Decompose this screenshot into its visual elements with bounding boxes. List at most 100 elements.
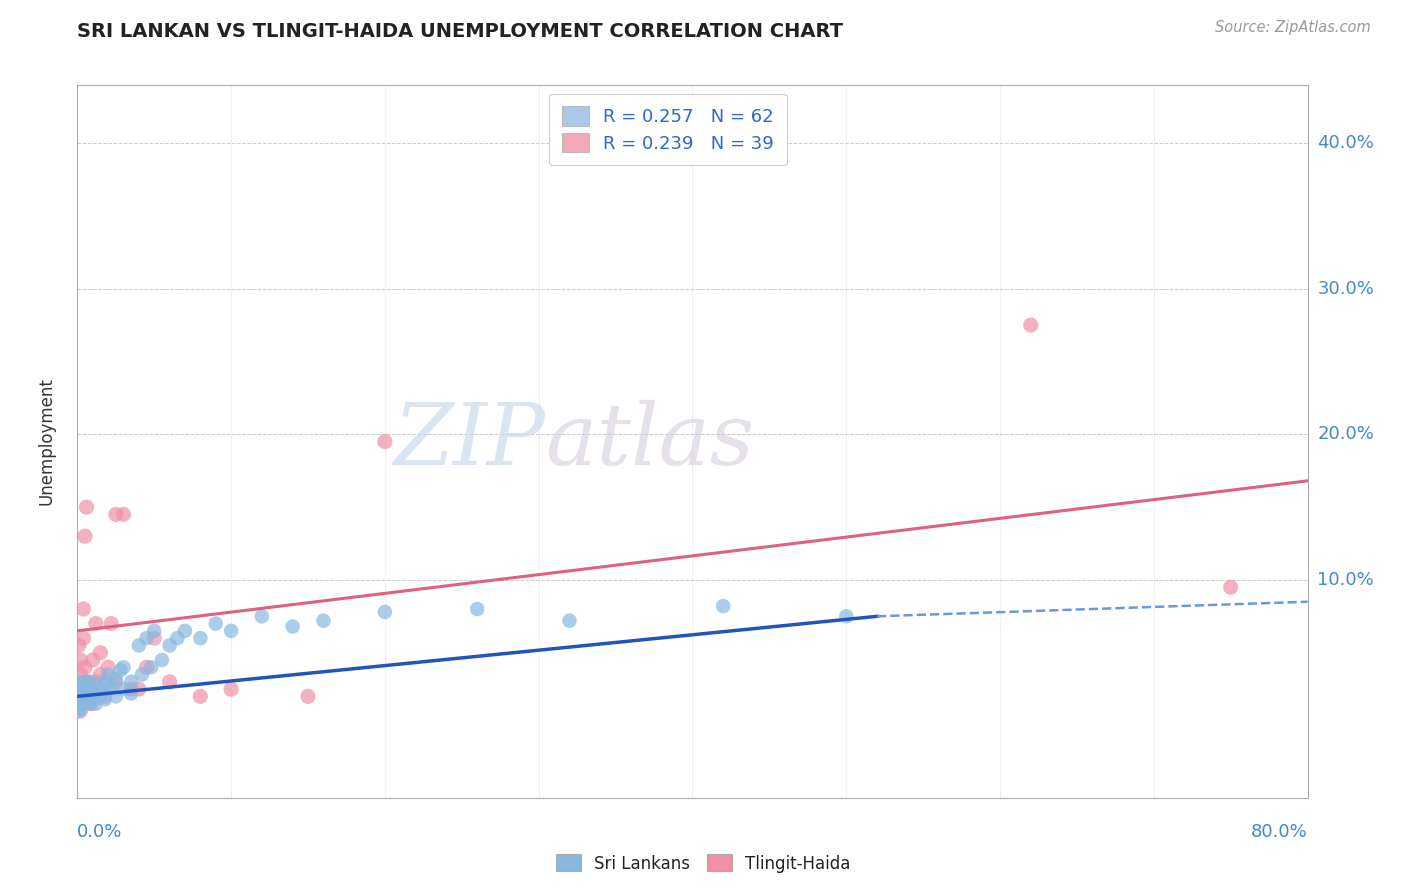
Point xyxy=(97,660,120,674)
Point xyxy=(120,674,142,689)
Point xyxy=(188,690,212,704)
Point xyxy=(73,697,96,711)
Point xyxy=(73,660,96,674)
Point xyxy=(77,692,100,706)
Text: 30.0%: 30.0% xyxy=(1317,279,1374,298)
Point xyxy=(166,631,188,645)
Point xyxy=(70,682,93,697)
Legend: Sri Lankans, Tlingit-Haida: Sri Lankans, Tlingit-Haida xyxy=(548,847,858,880)
Text: 0.0%: 0.0% xyxy=(77,823,122,841)
Point xyxy=(219,682,242,697)
Point xyxy=(72,602,94,616)
Point xyxy=(110,663,132,677)
Point xyxy=(143,631,166,645)
Point xyxy=(1019,318,1042,332)
Point xyxy=(135,631,157,645)
Point xyxy=(219,624,242,638)
Point xyxy=(135,660,157,674)
Point xyxy=(112,508,135,522)
Point xyxy=(79,690,101,704)
Point xyxy=(128,639,150,653)
Text: 10.0%: 10.0% xyxy=(1317,571,1374,589)
Point xyxy=(120,686,142,700)
Point xyxy=(84,678,107,692)
Point xyxy=(73,697,96,711)
Point xyxy=(70,690,93,704)
Point xyxy=(73,674,96,689)
Point xyxy=(80,682,103,697)
Point xyxy=(79,697,101,711)
Text: ZIP: ZIP xyxy=(392,401,546,483)
Point xyxy=(84,674,107,689)
Point xyxy=(84,697,107,711)
Point xyxy=(84,616,107,631)
Point xyxy=(835,609,858,624)
Point xyxy=(100,616,122,631)
Point xyxy=(112,682,135,697)
Point xyxy=(174,624,197,638)
Point xyxy=(465,602,488,616)
Point xyxy=(82,653,104,667)
Point xyxy=(150,653,173,667)
Point xyxy=(104,672,127,686)
Text: atlas: atlas xyxy=(546,401,754,483)
Point xyxy=(159,639,181,653)
Point xyxy=(69,701,91,715)
Point xyxy=(89,690,111,704)
Point xyxy=(250,609,273,624)
Point xyxy=(374,605,396,619)
Point xyxy=(131,667,153,681)
Point xyxy=(374,434,396,449)
Point xyxy=(89,667,111,681)
Point xyxy=(69,674,91,689)
Point xyxy=(711,599,734,613)
Point xyxy=(73,682,96,697)
Point xyxy=(1219,580,1241,594)
Point xyxy=(72,692,94,706)
Point xyxy=(143,624,166,638)
Point xyxy=(82,692,104,706)
Point xyxy=(97,667,120,681)
Point xyxy=(97,682,120,697)
Text: 20.0%: 20.0% xyxy=(1317,425,1374,443)
Point xyxy=(188,631,212,645)
Point xyxy=(73,529,96,543)
Point xyxy=(69,667,91,681)
Text: Unemployment: Unemployment xyxy=(38,377,56,506)
Point xyxy=(70,682,93,697)
Point xyxy=(297,690,319,704)
Point xyxy=(94,692,117,706)
Point xyxy=(281,619,304,633)
Point xyxy=(100,678,122,692)
Text: SRI LANKAN VS TLINGIT-HAIDA UNEMPLOYMENT CORRELATION CHART: SRI LANKAN VS TLINGIT-HAIDA UNEMPLOYMENT… xyxy=(77,22,844,41)
Point xyxy=(76,682,98,697)
Text: 40.0%: 40.0% xyxy=(1317,134,1374,152)
Point xyxy=(67,697,90,711)
Point xyxy=(72,686,94,700)
Point xyxy=(69,692,91,706)
Point xyxy=(159,674,181,689)
Point xyxy=(72,631,94,645)
Point xyxy=(77,686,100,700)
Point xyxy=(120,682,142,697)
Point xyxy=(312,614,335,628)
Point xyxy=(76,500,98,514)
Point xyxy=(104,674,127,689)
Point xyxy=(112,660,135,674)
Point xyxy=(89,646,111,660)
Point xyxy=(67,697,90,711)
Point xyxy=(79,674,101,689)
Legend: R = 0.257   N = 62, R = 0.239   N = 39: R = 0.257 N = 62, R = 0.239 N = 39 xyxy=(550,94,786,165)
Point xyxy=(69,686,91,700)
Point xyxy=(94,690,117,704)
Text: Source: ZipAtlas.com: Source: ZipAtlas.com xyxy=(1215,20,1371,35)
Point xyxy=(67,704,90,718)
Point xyxy=(104,690,127,704)
Point xyxy=(80,690,103,704)
Point xyxy=(70,697,93,711)
Text: 80.0%: 80.0% xyxy=(1251,823,1308,841)
Point xyxy=(67,639,90,653)
Point xyxy=(128,682,150,697)
Point xyxy=(77,674,100,689)
Point xyxy=(558,614,581,628)
